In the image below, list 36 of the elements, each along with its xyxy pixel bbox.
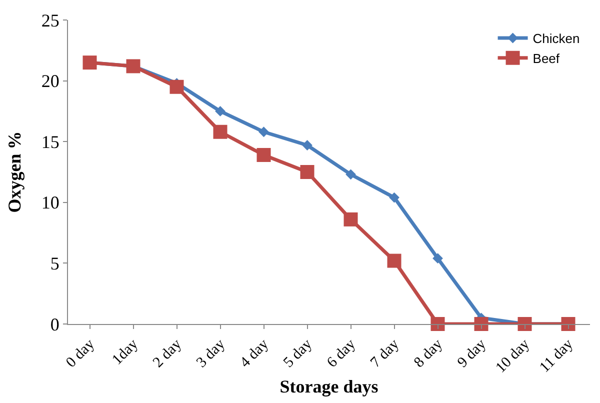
x-tick-label: 6 day bbox=[324, 336, 360, 371]
y-axis-title: Oxygen % bbox=[4, 131, 25, 213]
y-tick-label: 25 bbox=[41, 10, 60, 30]
point bbox=[215, 106, 226, 116]
x-tick-label: 9 day bbox=[454, 336, 490, 371]
point bbox=[302, 140, 312, 150]
y-tick-label: 10 bbox=[41, 192, 60, 213]
y-tick-label: 15 bbox=[41, 132, 60, 152]
point bbox=[346, 169, 356, 180]
point bbox=[258, 126, 269, 138]
legend-label: Chicken bbox=[532, 31, 580, 46]
x-axis-title: Storage days bbox=[280, 376, 378, 396]
point bbox=[213, 124, 228, 139]
x-tick-label: 3 day bbox=[194, 336, 229, 371]
x-tick-label: 0 day bbox=[63, 336, 98, 371]
x-tick-label: 8 day bbox=[411, 336, 446, 371]
x-tick-label: 1day bbox=[109, 336, 142, 368]
y-tick-label: 20 bbox=[41, 71, 60, 92]
point bbox=[300, 165, 314, 179]
x-tick-label: 7 day bbox=[368, 336, 403, 371]
x-tick-label: 4 day bbox=[237, 336, 272, 371]
x-tick-label: 2 day bbox=[150, 336, 186, 371]
y-tick-label: 0 bbox=[50, 314, 60, 334]
point bbox=[256, 148, 271, 162]
x-tick-label: 11 day bbox=[536, 336, 577, 376]
x-tick-label: 5 day bbox=[280, 336, 316, 371]
y-tick-label: 5 bbox=[50, 254, 60, 274]
point bbox=[170, 80, 184, 94]
point bbox=[430, 317, 445, 331]
point bbox=[432, 253, 443, 264]
point bbox=[474, 317, 488, 331]
x-tick-label: 10 day bbox=[492, 336, 534, 376]
legend-label: Beef bbox=[532, 50, 560, 66]
point bbox=[387, 254, 402, 268]
point bbox=[344, 212, 358, 226]
point bbox=[389, 192, 400, 203]
